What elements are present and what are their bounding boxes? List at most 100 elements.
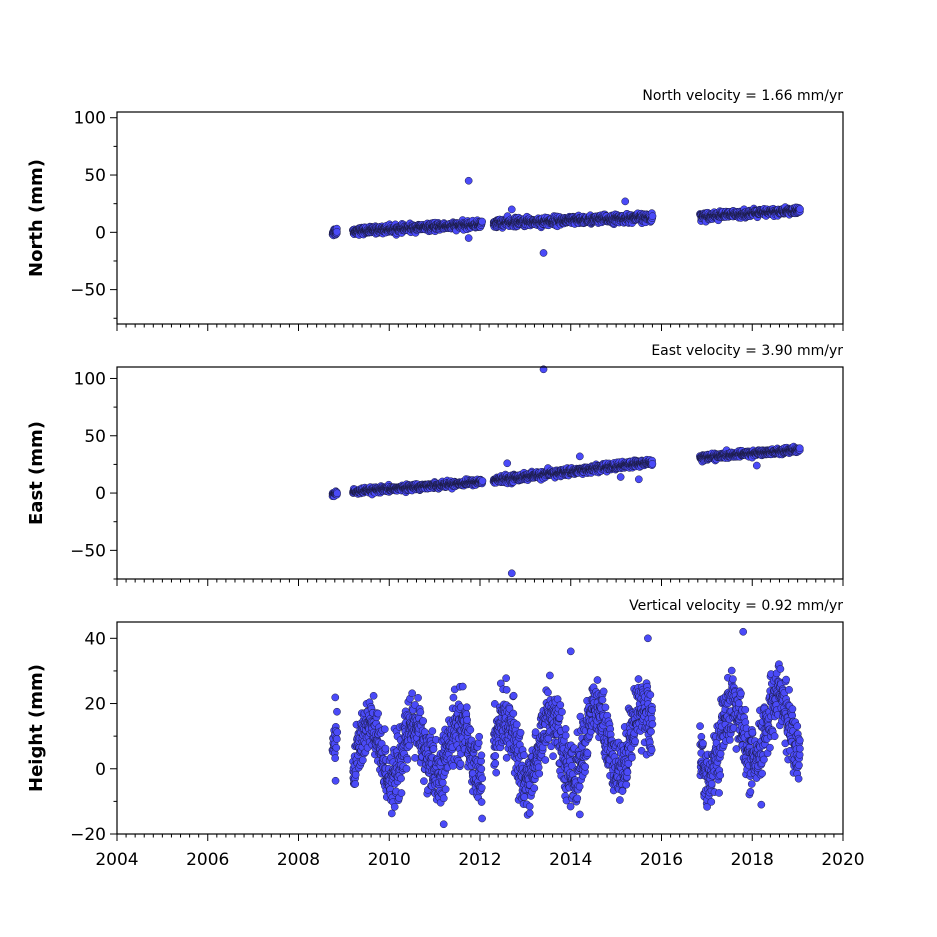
outlier-point bbox=[507, 569, 516, 578]
east-y-axis-label: East (mm) bbox=[26, 421, 47, 525]
data-point bbox=[549, 752, 557, 761]
outlier-point bbox=[539, 249, 548, 257]
data-point bbox=[648, 212, 657, 221]
data-point bbox=[331, 754, 340, 763]
outlier-point bbox=[616, 473, 625, 481]
outlier-point bbox=[575, 452, 584, 461]
data-point bbox=[530, 784, 539, 792]
data-point bbox=[439, 794, 448, 803]
data-point bbox=[359, 756, 367, 764]
y-tick-label: 0 bbox=[95, 484, 106, 504]
data-point bbox=[795, 444, 804, 453]
data-point bbox=[544, 688, 552, 697]
data-point bbox=[332, 743, 341, 752]
data-point bbox=[331, 776, 340, 785]
data-point bbox=[438, 778, 447, 787]
outlier-point bbox=[503, 459, 512, 468]
data-point bbox=[477, 765, 486, 773]
data-point bbox=[374, 709, 382, 718]
east-panel: East velocity = 3.90 mm/yr East (mm) −50… bbox=[26, 343, 844, 586]
data-point bbox=[441, 785, 450, 794]
data-point bbox=[332, 735, 341, 743]
data-point bbox=[397, 774, 405, 783]
data-point bbox=[408, 689, 416, 698]
data-point bbox=[546, 671, 554, 680]
data-point bbox=[477, 751, 486, 760]
y-tick-label: −50 bbox=[70, 541, 106, 561]
data-point bbox=[419, 717, 428, 725]
data-point bbox=[456, 759, 465, 768]
data-point bbox=[333, 489, 341, 498]
outlier-point bbox=[752, 461, 761, 470]
data-point bbox=[403, 755, 412, 764]
data-point bbox=[491, 759, 500, 768]
data-point bbox=[541, 756, 550, 764]
data-point bbox=[492, 768, 501, 777]
data-point bbox=[411, 754, 419, 762]
data-point bbox=[477, 798, 486, 806]
y-tick-label: 100 bbox=[74, 369, 106, 389]
data-point bbox=[414, 693, 422, 702]
data-point bbox=[369, 691, 378, 700]
y-tick-label: −50 bbox=[70, 281, 106, 301]
data-point bbox=[478, 774, 487, 783]
data-point bbox=[458, 682, 467, 691]
data-point bbox=[402, 764, 411, 773]
data-point bbox=[351, 780, 360, 788]
data-point bbox=[520, 793, 529, 801]
vertical-velocity-label: Vertical velocity = 0.92 mm/yr bbox=[629, 598, 843, 614]
data-point bbox=[387, 809, 396, 818]
data-point bbox=[509, 709, 518, 718]
east-axis-ticks: −50 0 50 100 bbox=[70, 369, 844, 586]
data-point bbox=[429, 745, 438, 753]
data-point bbox=[428, 727, 437, 735]
data-point bbox=[512, 720, 521, 729]
height-data-points bbox=[328, 627, 804, 829]
outlier-point bbox=[634, 475, 643, 484]
data-point bbox=[475, 732, 483, 741]
data-point bbox=[463, 716, 471, 724]
data-point bbox=[477, 783, 486, 792]
outlier-point bbox=[464, 176, 473, 185]
data-point bbox=[351, 770, 360, 779]
data-point bbox=[380, 725, 389, 734]
data-point bbox=[416, 708, 425, 717]
data-point bbox=[449, 693, 458, 702]
data-point bbox=[525, 802, 534, 811]
data-point bbox=[420, 777, 428, 785]
north-panel: North velocity = 1.66 mm/yr North (mm) −… bbox=[26, 88, 844, 331]
height-y-axis-label: Height (mm) bbox=[26, 664, 47, 792]
data-point bbox=[332, 227, 341, 236]
east-plot-frame bbox=[116, 366, 844, 580]
data-point bbox=[478, 477, 487, 485]
data-point bbox=[509, 691, 518, 700]
data-point bbox=[525, 809, 534, 817]
outlier-point bbox=[464, 234, 473, 242]
data-point bbox=[478, 814, 486, 823]
data-point bbox=[381, 744, 390, 753]
data-point bbox=[331, 693, 340, 702]
outlier-point bbox=[507, 205, 516, 214]
data-point bbox=[333, 707, 341, 716]
data-point bbox=[462, 703, 471, 712]
data-point bbox=[466, 726, 475, 734]
y-tick-label: 100 bbox=[74, 109, 106, 129]
data-point bbox=[491, 752, 500, 760]
data-point bbox=[516, 728, 525, 737]
outlier-point bbox=[621, 197, 630, 206]
data-point bbox=[502, 674, 510, 683]
y-tick-label: 50 bbox=[84, 166, 106, 186]
data-point bbox=[535, 769, 544, 778]
east-velocity-label: East velocity = 3.90 mm/yr bbox=[651, 343, 843, 359]
data-point bbox=[333, 728, 342, 737]
height-panel: Vertical velocity = 0.92 mm/yr Height (m… bbox=[26, 598, 865, 870]
data-point bbox=[520, 751, 528, 760]
north-data-points bbox=[328, 176, 804, 257]
east-data-points bbox=[328, 365, 804, 578]
y-tick-label: 50 bbox=[84, 427, 106, 447]
data-point bbox=[556, 701, 565, 709]
north-y-axis-label: North (mm) bbox=[26, 159, 47, 277]
data-point bbox=[397, 789, 406, 797]
data-point bbox=[648, 460, 657, 468]
